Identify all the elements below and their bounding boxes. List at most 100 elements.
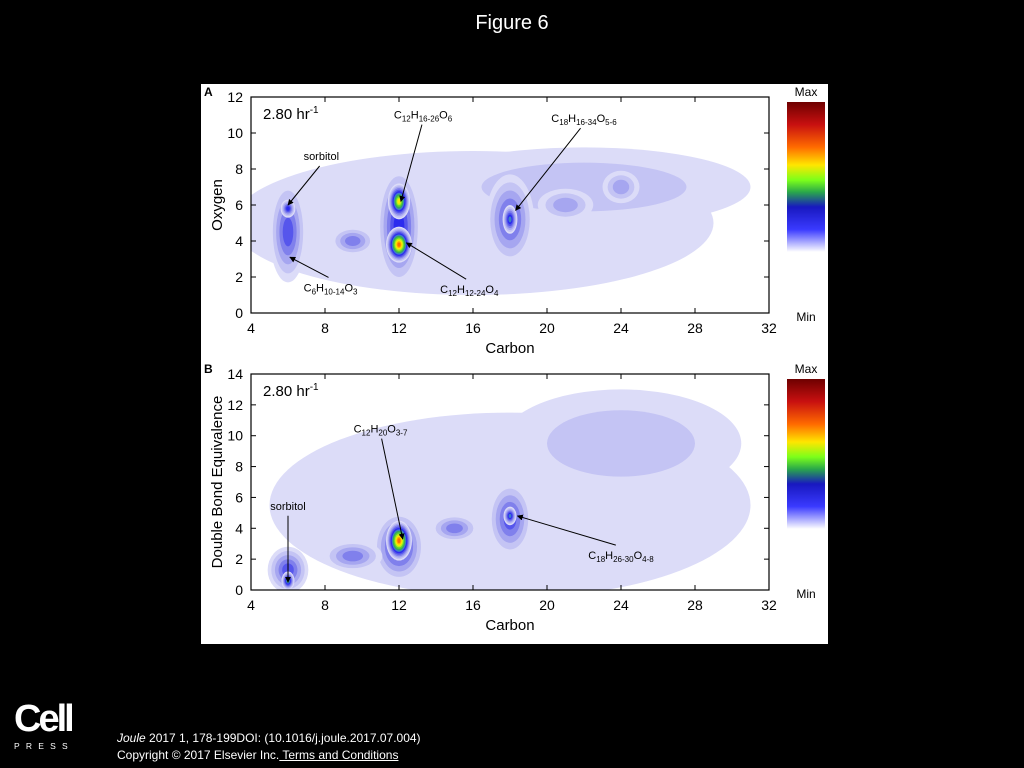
contour-level	[481, 162, 687, 212]
label-part: O	[387, 424, 396, 436]
rate-label: 2.80 hr-1	[263, 382, 319, 400]
y-tick-label: 12	[227, 89, 243, 105]
subscript: 18	[596, 555, 605, 564]
annotation: C6H10-14O3	[289, 256, 358, 296]
rate-label-sup: -1	[310, 382, 319, 393]
y-axis-label: Oxygen	[209, 179, 226, 231]
subscript: 4-8	[642, 555, 654, 564]
subscript: 12-24	[465, 289, 486, 298]
subscript: 12	[402, 115, 411, 124]
contour-level	[508, 513, 512, 518]
label-part: H	[411, 110, 419, 122]
label-part: H	[370, 424, 378, 436]
heatmap-blob	[323, 540, 383, 572]
contour-level	[446, 523, 463, 534]
heatmap-blob	[502, 205, 518, 234]
plot-frame-b	[250, 373, 770, 591]
x-tick-label: 28	[687, 597, 703, 613]
x-tick-label: 12	[391, 597, 407, 613]
annotation: C12H20O3-7	[354, 424, 408, 540]
annotation-label: C12H16-26O6	[394, 110, 453, 124]
subscript: 16-26	[419, 115, 440, 124]
figure-panel: 4 8 12 16 20 24 28 32 0 2 4 6 8 10 12 Carbon Oxygen A 2.80…	[201, 84, 828, 644]
subscript: 10-14	[324, 287, 345, 296]
copyright-line: Copyright © 2017 Elsevier Inc. Terms and…	[117, 748, 398, 762]
x-tick-label: 8	[321, 597, 329, 613]
journal-name: Joule	[117, 731, 146, 745]
x-tick-label: 24	[613, 320, 629, 336]
contour-level	[397, 198, 401, 204]
x-axis-label: Carbon	[485, 340, 534, 357]
label-part: sorbitol	[304, 151, 339, 163]
annotation-arrow	[405, 242, 467, 280]
label-part: C	[588, 550, 596, 562]
contour-level	[286, 206, 290, 211]
x-tick-label: 4	[247, 597, 255, 613]
contour-level	[342, 550, 364, 562]
x-tick-label: 4	[247, 320, 255, 336]
y-tick-label: 14	[227, 366, 243, 382]
panel-a: 4 8 12 16 20 24 28 32024681012CarbonOxygenA2.80…	[204, 85, 825, 357]
annotation-arrow	[516, 514, 616, 546]
copyright-text: Copyright © 2017 Elsevier Inc.	[117, 748, 280, 762]
rate-label-sup: -1	[310, 105, 319, 116]
x-tick-label: 32	[761, 597, 777, 613]
x-axis-label: Carbon	[485, 617, 534, 634]
x-tick-label: 20	[539, 597, 555, 613]
y-tick-label: 10	[227, 125, 243, 141]
subscript: 6	[448, 115, 453, 124]
logo-word: Cell	[14, 698, 75, 740]
rate-label: 2.80 hr-1	[263, 105, 319, 123]
annotation-arrow	[399, 124, 423, 202]
y-tick-label: 2	[235, 551, 243, 567]
y-tick-label: 0	[235, 582, 243, 598]
colorbar-max-label: Max	[795, 362, 818, 376]
annotation-label: sorbitol	[304, 151, 339, 163]
y-tick-label: 2	[235, 269, 243, 285]
annotation-arrow	[287, 165, 321, 206]
colorbar-min-label: Min	[796, 587, 815, 601]
annotation: sorbitol	[270, 501, 306, 583]
heatmap-blob	[602, 170, 640, 204]
subscript: 5-6	[605, 118, 617, 127]
panel-label-b: B	[204, 362, 213, 376]
label-part: O	[344, 282, 353, 294]
colorbar-b	[787, 379, 825, 529]
subscript: 12	[448, 289, 457, 298]
annotation-arrow	[381, 438, 405, 540]
y-tick-label: 4	[235, 233, 243, 249]
terms-link[interactable]: Terms and Conditions	[279, 748, 399, 762]
label-part: O	[597, 113, 606, 125]
colorbar-a	[787, 102, 825, 252]
label-part: C	[304, 282, 312, 294]
annotation-label: C12H12-24O4	[440, 284, 499, 298]
subscript: 16-34	[576, 118, 597, 127]
cell-press-logo: Cell PRESS	[14, 700, 86, 752]
heatmap-blob	[417, 147, 751, 227]
annotation: C18H16-34O5-6	[515, 113, 617, 211]
annotation: C18H26-30O4-8	[516, 514, 654, 564]
colorbar-min-label: Min	[796, 310, 815, 324]
annotation-label: C12H20O3-7	[354, 424, 408, 438]
annotation-label: C6H10-14O3	[304, 282, 358, 296]
y-tick-label: 8	[235, 459, 243, 475]
y-tick-label: 0	[235, 305, 243, 321]
y-tick-label: 8	[235, 161, 243, 177]
x-tick-label: 24	[613, 597, 629, 613]
label-part: O	[634, 550, 643, 562]
annotation-label: C18H16-34O5-6	[551, 113, 617, 127]
heatmap-blob	[386, 226, 412, 263]
contour-level	[508, 216, 512, 223]
heatmap-blob	[430, 514, 479, 543]
heatmap-blob	[280, 199, 296, 218]
citation-text: 2017 1, 178-199DOI: (10.1016/j.joule.201…	[145, 731, 421, 745]
annotation: C12H12-24O4	[405, 242, 499, 298]
heatmap-blob	[386, 520, 412, 561]
subscript: 26-30	[613, 555, 634, 564]
label-part: H	[316, 282, 324, 294]
heatmap-blob	[500, 389, 742, 498]
label-part: O	[439, 110, 448, 122]
label-part: C	[394, 110, 402, 122]
contour-level	[612, 179, 630, 195]
x-tick-label: 8	[321, 320, 329, 336]
